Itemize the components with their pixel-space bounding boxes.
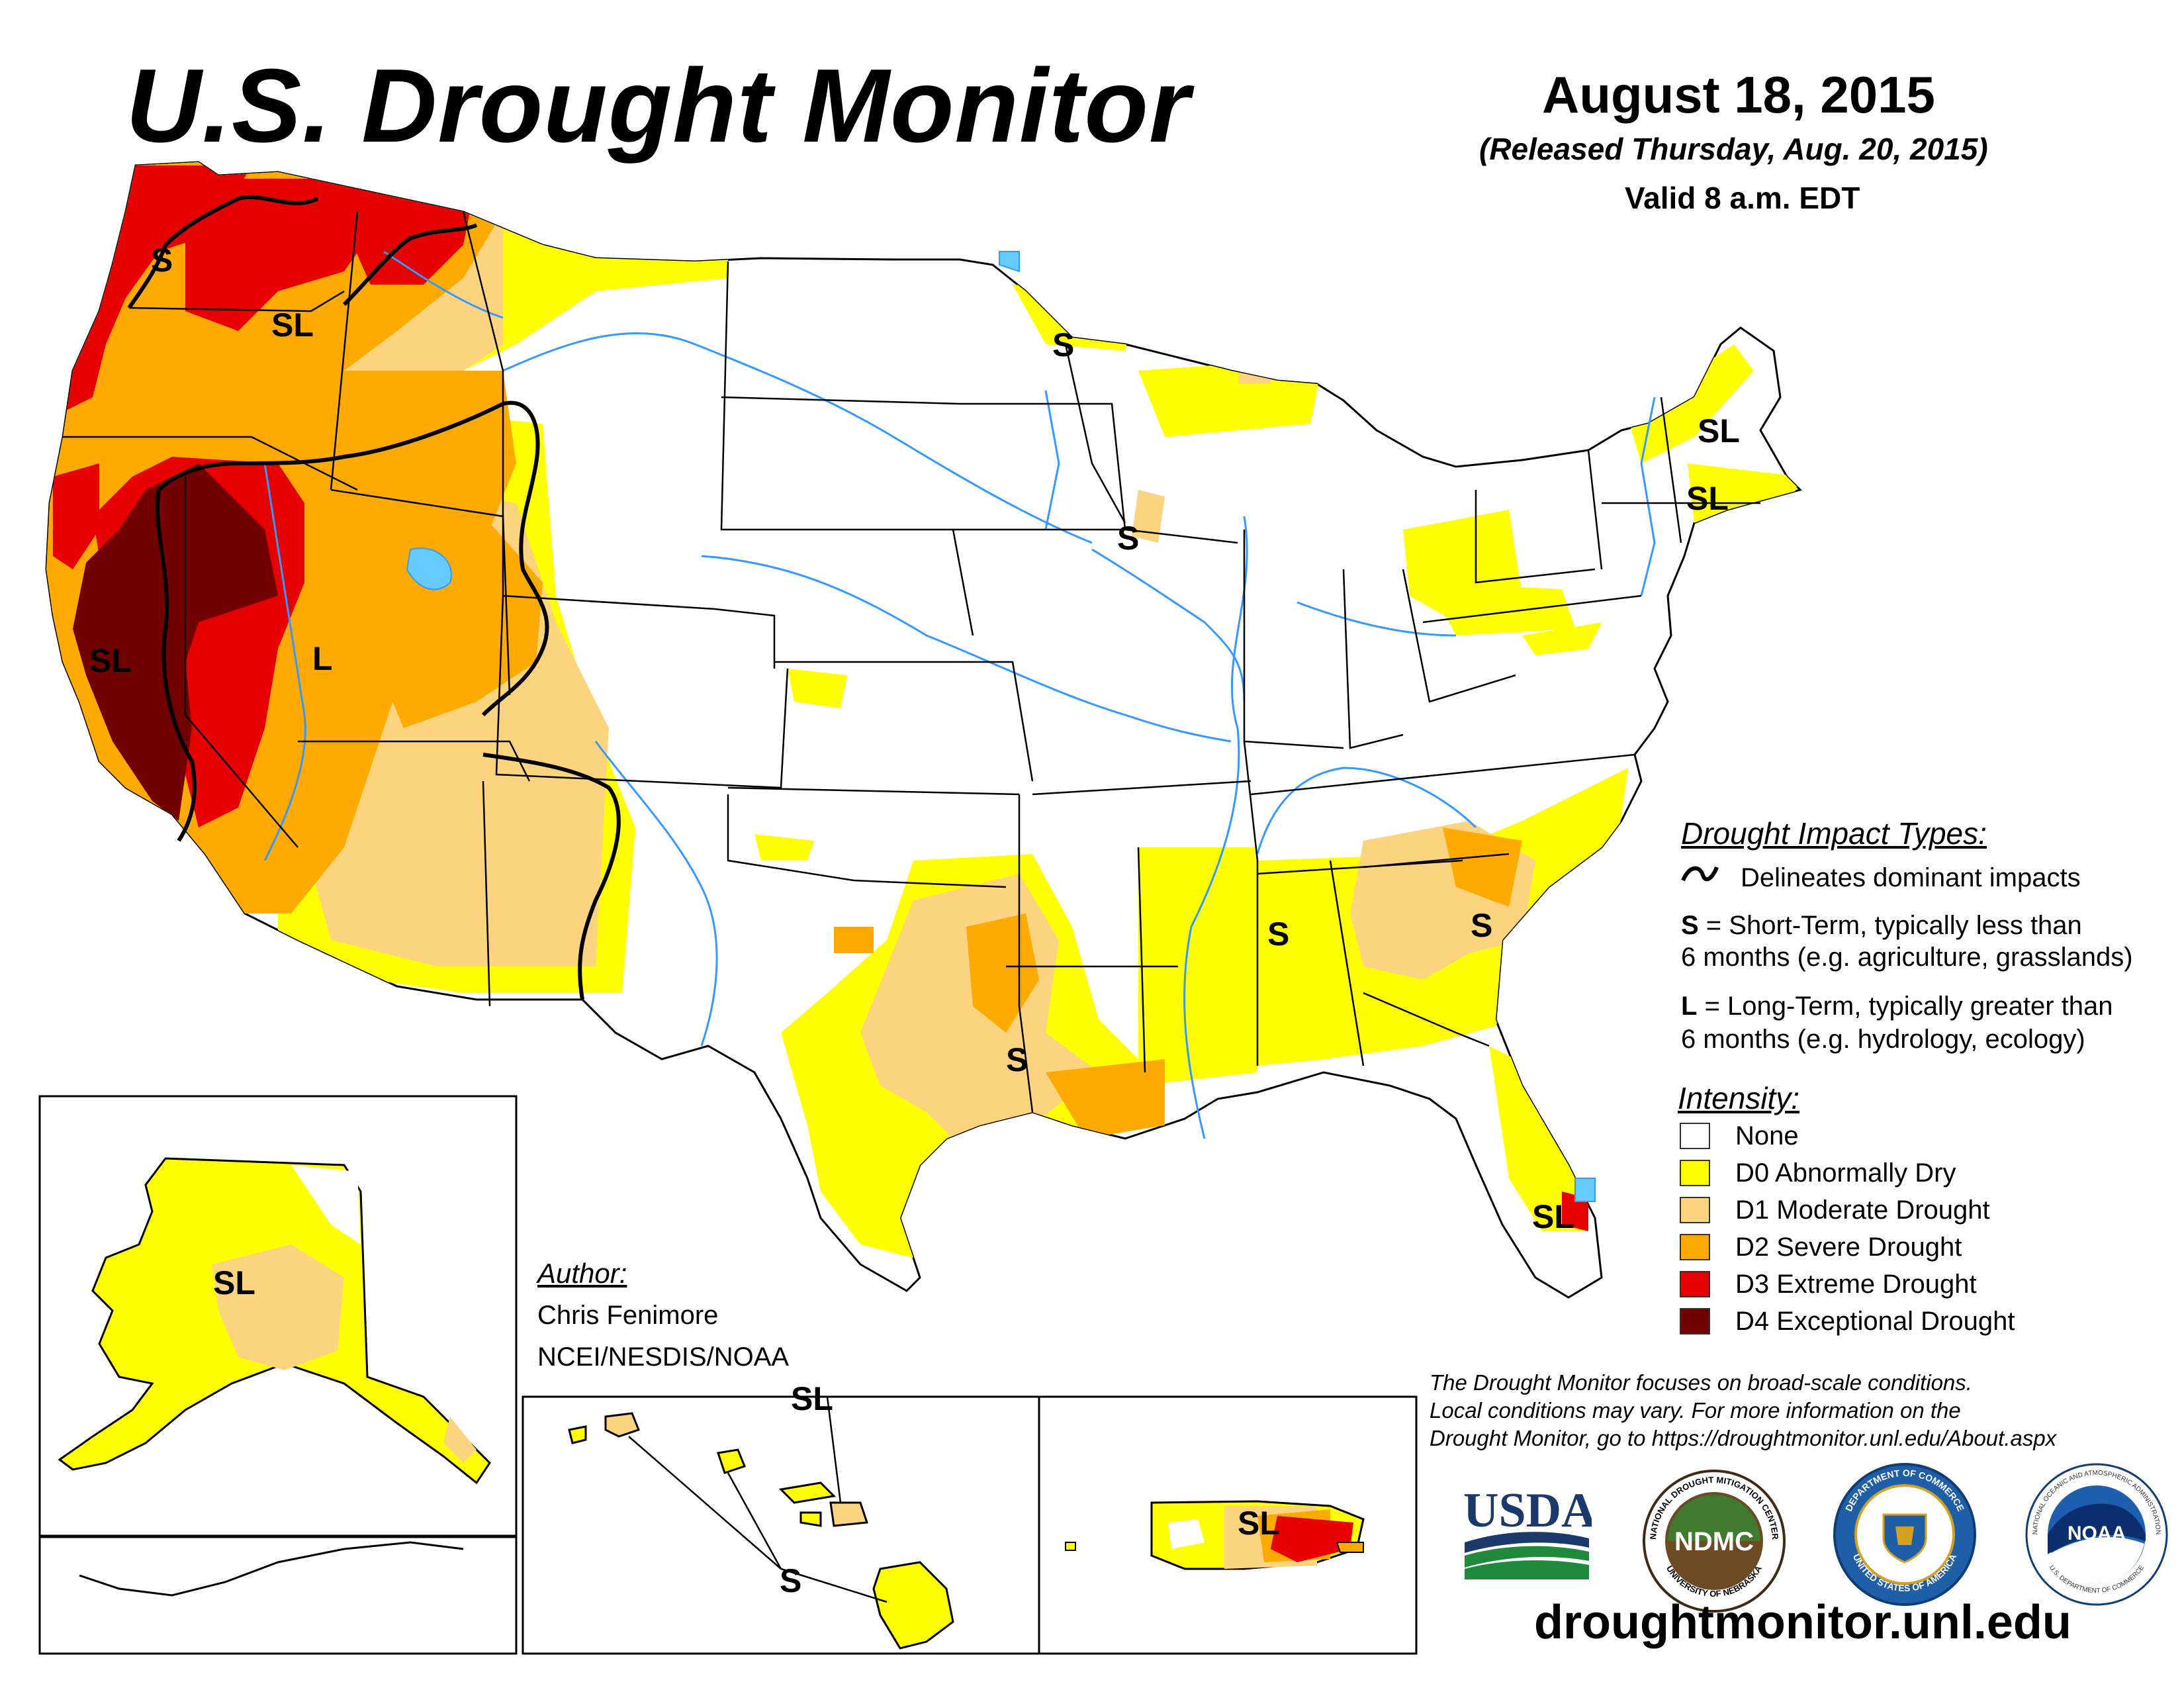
label-s-hi: S <box>780 1562 801 1599</box>
footer-note-line1: The Drought Monitor focuses on broad-sca… <box>1430 1370 1972 1395</box>
label-sl-fl: SL <box>1532 1198 1574 1235</box>
footer-note: The Drought Monitor focuses on broad-sca… <box>1430 1369 2056 1452</box>
legend-d2: D2 Severe Drought <box>1735 1233 1962 1262</box>
map-date: August 18, 2015 <box>1542 66 1935 124</box>
swatch-d1 <box>1680 1197 1710 1223</box>
legend-d4: D4 Exceptional Drought <box>1735 1307 2015 1336</box>
label-s-ms: S <box>1267 915 1289 953</box>
ndmc-logo-text: NDMC <box>1674 1527 1754 1556</box>
impact-short-term-line2: 6 months (e.g. agriculture, grasslands) <box>1681 943 2133 972</box>
label-s-wa: S <box>151 242 173 279</box>
label-l-nv: L <box>312 640 333 677</box>
legend-d3: D3 Extreme Drought <box>1735 1270 1977 1299</box>
label-sl-ma: SL <box>1686 480 1729 517</box>
author-org: NCEI/NESDIS/NOAA <box>537 1342 790 1372</box>
valid-time: Valid 8 a.m. EDT <box>1625 181 1860 215</box>
legend-none: None <box>1735 1121 1799 1150</box>
label-sl-vt: SL <box>1698 412 1740 449</box>
noaa-logo[interactable]: NOAA NATIONAL OCEANIC AND ATMOSPHERIC AD… <box>2024 1462 2169 1607</box>
impact-delineates-text: Delineates dominant impacts <box>1741 863 2081 892</box>
impact-long-term-key: L <box>1681 992 1698 1021</box>
label-sl-pr: SL <box>1238 1505 1280 1542</box>
state-borders <box>63 211 1760 1113</box>
footer-note-line3: Drought Monitor, go to https://droughtmo… <box>1430 1426 2057 1450</box>
impact-line-icon <box>1681 866 1719 882</box>
impact-labels: S SL SL L S S SL SL S S S SL SL SL S SL <box>89 242 1740 1599</box>
swatch-d4 <box>1680 1308 1710 1335</box>
label-sl-ca: SL <box>89 642 132 679</box>
legend-d0: D0 Abnormally Dry <box>1735 1158 1956 1188</box>
release-date: (Released Thursday, Aug. 20, 2015) <box>1479 132 1988 166</box>
ndmc-logo[interactable]: NDMC NATIONAL DROUGHT MITIGATION CENTER … <box>1641 1468 1787 1614</box>
label-sl-ak: SL <box>213 1264 255 1301</box>
label-s-tx: S <box>1006 1041 1028 1078</box>
commerce-logo[interactable]: DEPARTMENT OF COMMERCE UNITED STATES OF … <box>1832 1462 1978 1607</box>
lakes <box>406 251 1596 1202</box>
intensity-legend: None D0 Abnormally Dry D1 Moderate Droug… <box>1680 1121 2077 1348</box>
aleutians-inset <box>38 1536 518 1655</box>
usda-logo-text: USDA <box>1463 1483 1592 1538</box>
impact-legend-heading: Drought Impact Types: <box>1681 816 1987 851</box>
label-s-ia: S <box>1117 520 1139 557</box>
swatch-none <box>1680 1123 1710 1149</box>
impact-long-term-line2: 6 months (e.g. hydrology, ecology) <box>1681 1025 2085 1054</box>
drought-areas <box>46 162 1800 1258</box>
author-label: Author: <box>537 1258 627 1289</box>
legend-d1: D1 Moderate Drought <box>1735 1196 1990 1225</box>
map-title: U.S. Drought Monitor <box>126 48 1191 164</box>
usda-logo[interactable]: USDA <box>1459 1483 1592 1582</box>
site-url[interactable]: droughtmonitor.unl.edu <box>1534 1596 2071 1649</box>
impact-long-term-line1: L = Long-Term, typically greater than <box>1681 992 2113 1021</box>
rivers <box>263 250 1656 1139</box>
label-s-ga: S <box>1471 907 1492 944</box>
impact-short-term-key: S <box>1681 911 1699 940</box>
noaa-logo-text: NOAA <box>2068 1523 2126 1544</box>
swatch-d0 <box>1680 1160 1710 1186</box>
footer-note-line2: Local conditions may vary. For more info… <box>1430 1398 1961 1423</box>
swatch-d2 <box>1680 1234 1710 1260</box>
hawaii-inset <box>522 1395 1040 1655</box>
impact-short-term-desc: = Short-Term, typically less than <box>1698 911 2082 940</box>
label-sl-hi: SL <box>791 1380 833 1417</box>
intensity-legend-heading: Intensity: <box>1678 1081 1800 1115</box>
impact-short-term-line1: S = Short-Term, typically less than <box>1681 911 2082 941</box>
label-sl-or: SL <box>271 306 314 344</box>
impact-long-term-desc: = Long-Term, typically greater than <box>1697 992 2113 1021</box>
label-s-mn: S <box>1052 326 1074 363</box>
impact-lines <box>127 195 621 1000</box>
swatch-d3 <box>1680 1271 1710 1297</box>
author-name: Chris Fenimore <box>537 1301 719 1330</box>
